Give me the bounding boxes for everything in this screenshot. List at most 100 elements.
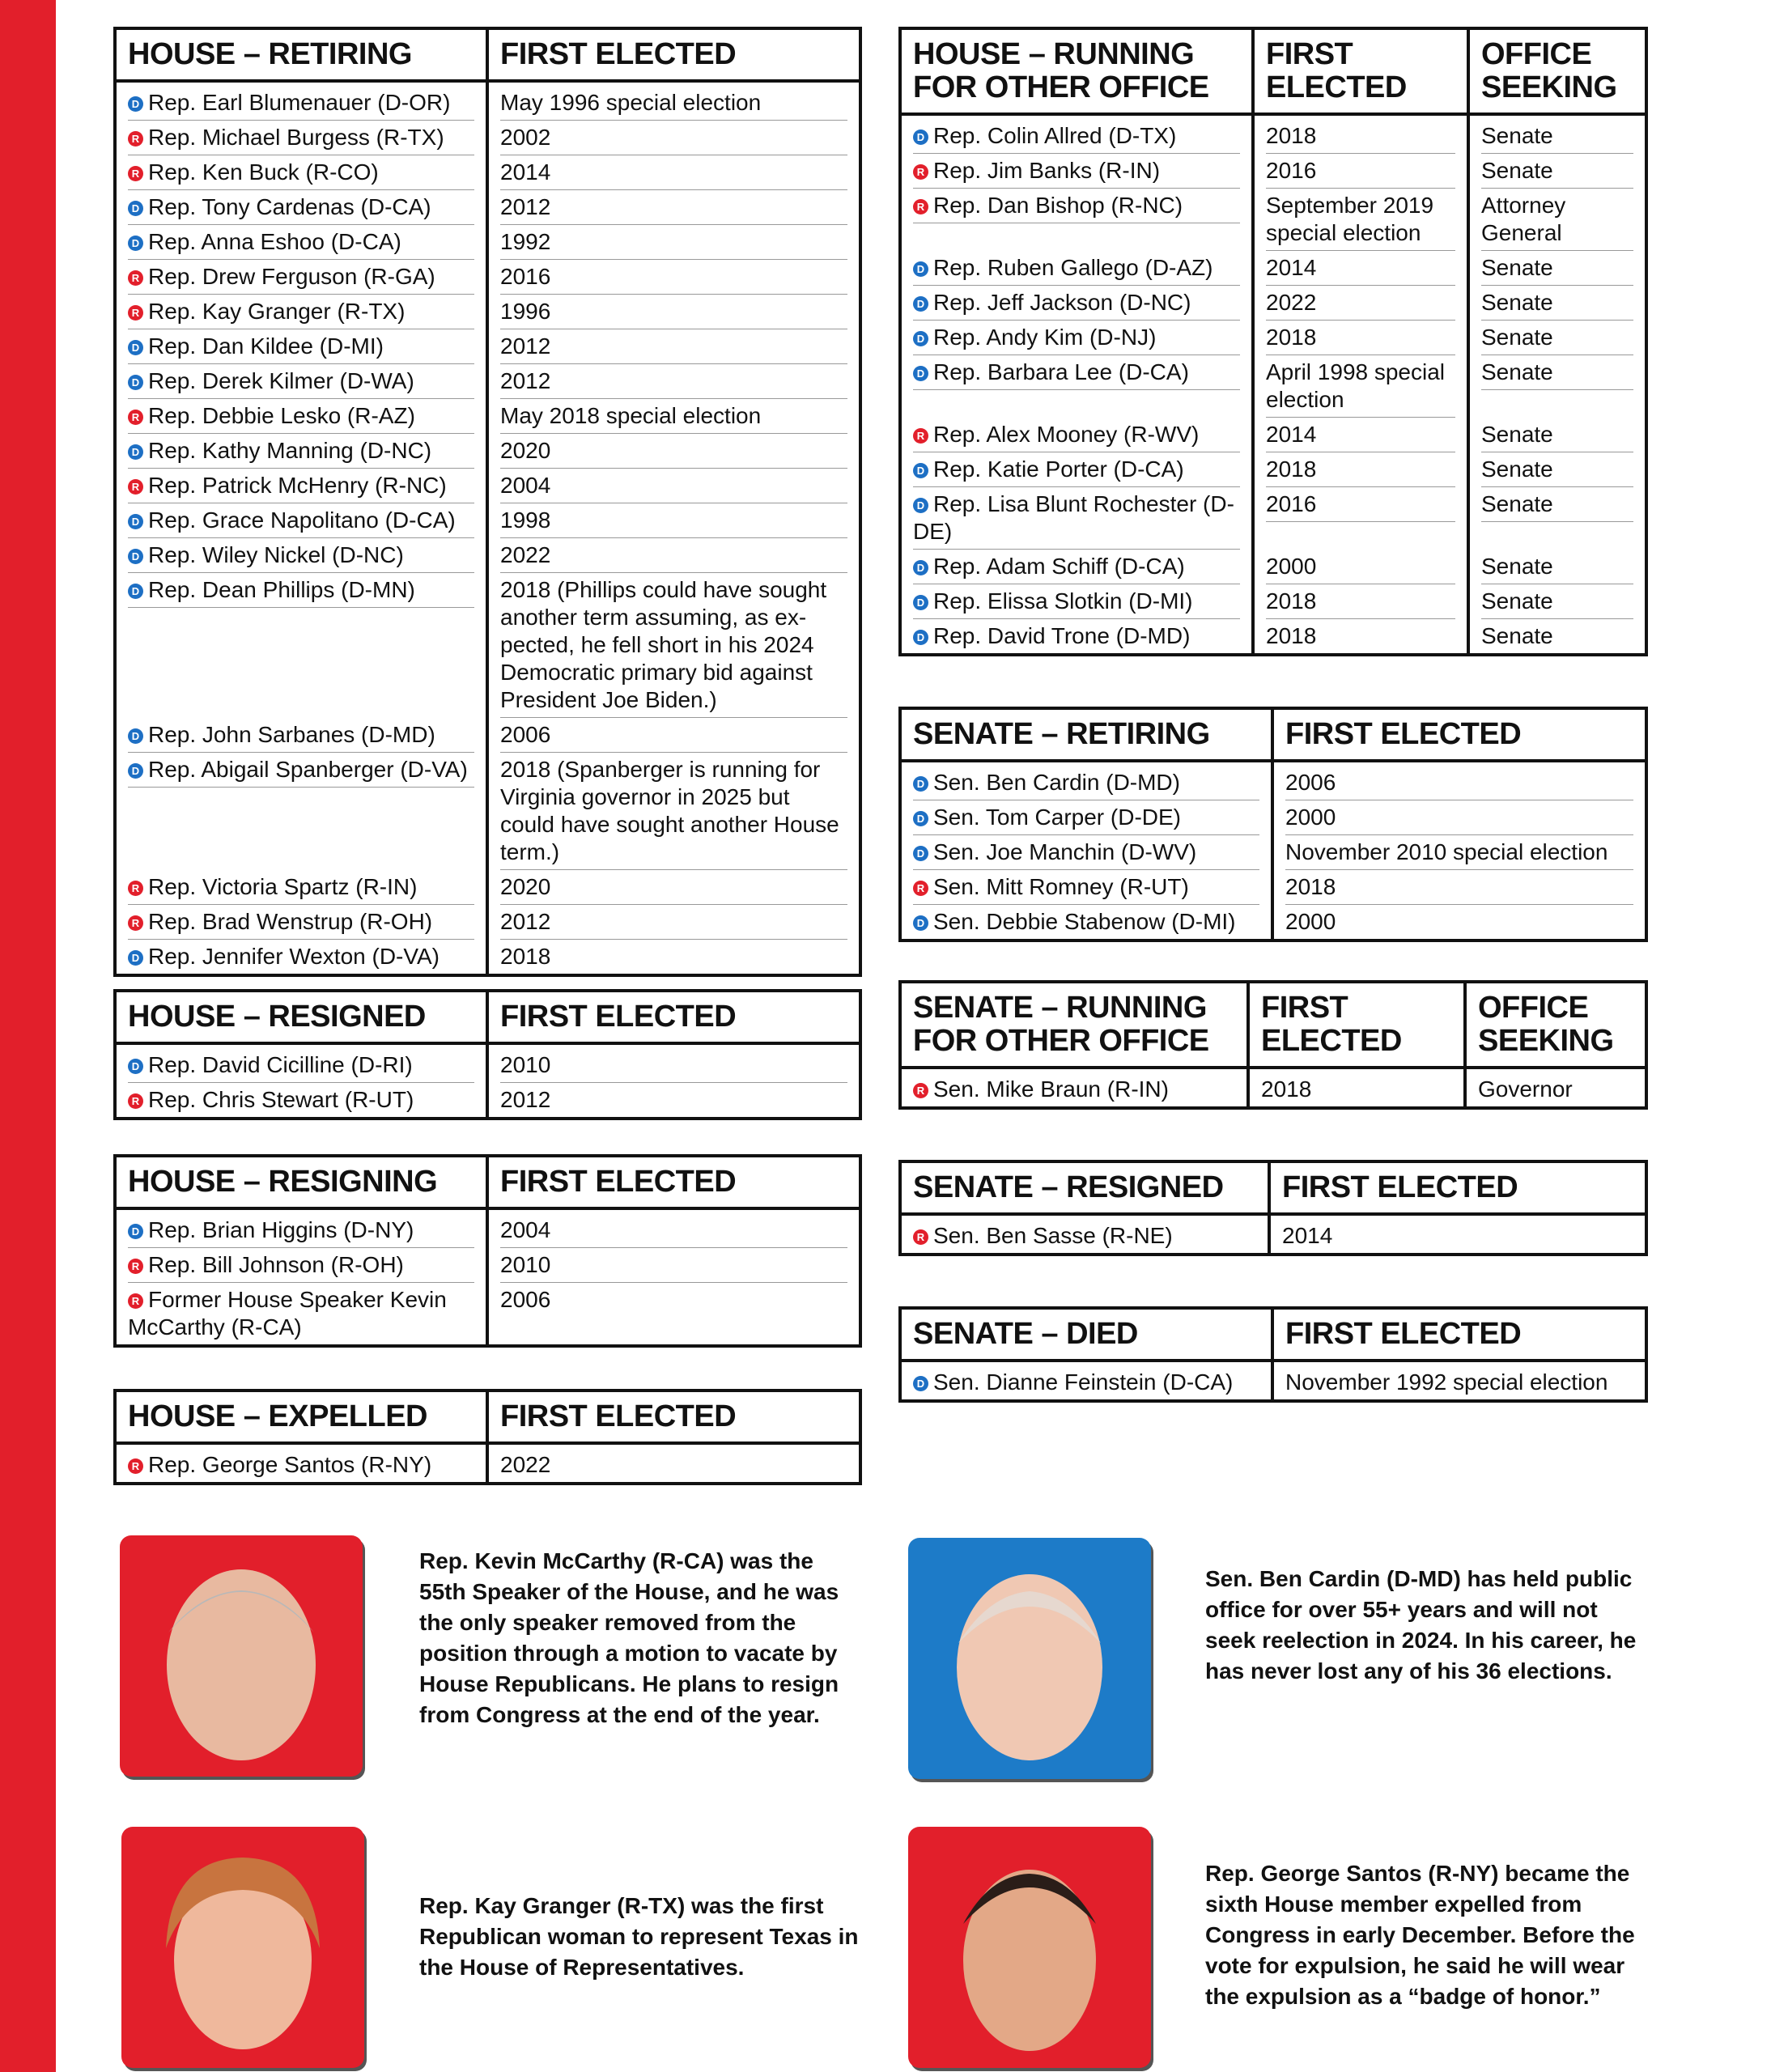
table-cell: D Rep. Kathy Manning (D-NC) bbox=[115, 434, 489, 469]
table-cell: Senate bbox=[1468, 550, 1646, 584]
member-name: Rep. Earl Blumenauer (D-OR) bbox=[148, 90, 451, 115]
party-badge: D bbox=[913, 811, 928, 826]
party-badge: D bbox=[128, 96, 143, 112]
table-cell: 2014 bbox=[1253, 418, 1470, 452]
column-header: OFFICE SEEKING bbox=[1465, 982, 1646, 1069]
member-name: Rep. John Sarbanes (D-MD) bbox=[148, 722, 435, 747]
table-cell: R Rep. Alex Mooney (R-WV) bbox=[900, 418, 1255, 452]
cell-text: 2018 bbox=[1266, 623, 1317, 648]
photo bbox=[121, 1827, 364, 2068]
cell-content: 2022 bbox=[1266, 286, 1455, 321]
table-row: R Rep. Michael Burgess (R-TX) 2002 bbox=[115, 121, 860, 155]
table-cell: 2010 bbox=[487, 1248, 860, 1283]
cell-content: September 2019 special election bbox=[1266, 189, 1455, 251]
table-row: D Rep. Jennifer Wexton (D-VA) 2018 bbox=[115, 940, 860, 975]
member-name: Rep. Jim Banks (R-IN) bbox=[933, 158, 1161, 183]
cell-content: 2012 bbox=[500, 190, 847, 225]
table-cell: D Rep. Elissa Slotkin (D-MI) bbox=[900, 584, 1255, 619]
member-name: Rep. Debbie Lesko (R-AZ) bbox=[148, 403, 415, 428]
cell-content: Senate bbox=[1481, 550, 1633, 584]
member-name: Rep. Dan Bishop (R-NC) bbox=[933, 193, 1183, 218]
cell-content: Senate bbox=[1481, 584, 1633, 619]
cell-text: 2012 bbox=[500, 333, 551, 359]
table-cell: D Sen. Joe Manchin (D-WV) bbox=[900, 835, 1274, 870]
table-cell: 2018 bbox=[1253, 584, 1470, 619]
party-badge: D bbox=[913, 261, 928, 277]
cell-content: Senate bbox=[1481, 355, 1633, 390]
cell-content: D Rep. Brian Higgins (D-NY) bbox=[128, 1213, 474, 1248]
table-row: D Sen. Dianne Feinstein (D-CA) November 19… bbox=[900, 1361, 1646, 1401]
party-badge: R bbox=[913, 1083, 928, 1098]
table-row: R Rep. Jim Banks (R-IN) 2016 Senate bbox=[900, 154, 1646, 189]
table-cell: 2006 bbox=[1272, 761, 1646, 800]
column-header: SENATE – RETIRING bbox=[900, 708, 1274, 762]
table-cell: May 2018 special election bbox=[487, 399, 860, 434]
cell-content: Senate bbox=[1481, 418, 1633, 452]
member-name: Rep. Michael Burgess (R-TX) bbox=[148, 125, 444, 150]
table-cell: Senate bbox=[1468, 452, 1646, 487]
cell-content: D Rep. Colin Allred (D-TX) bbox=[913, 119, 1240, 154]
cell-content: 2014 bbox=[1266, 251, 1455, 286]
table-cell: Senate bbox=[1468, 584, 1646, 619]
caption: Rep. George Santos (R-NY) became the six… bbox=[1205, 1861, 1635, 2009]
caption: Rep. Kay Granger (R-TX) was the first Re… bbox=[419, 1893, 859, 1980]
party-badge: R bbox=[128, 1293, 143, 1309]
table-cell: R Sen. Ben Sasse (R-NE) bbox=[900, 1214, 1271, 1255]
cell-content: 1998 bbox=[500, 503, 847, 538]
cell-content: D Rep. Tony Cardenas (D-CA) bbox=[128, 190, 474, 225]
member-name: Rep. Abigail Spanberger (D-VA) bbox=[148, 757, 468, 782]
member-name: Rep. Andy Kim (D-NJ) bbox=[933, 325, 1157, 350]
column-header: SENATE – RESIGNED bbox=[900, 1161, 1271, 1216]
cell-content: 2018 bbox=[1285, 870, 1633, 905]
cell-content: R Former House Speaker Kevin McCarthy (R-… bbox=[128, 1283, 474, 1344]
table-cell: 2018 bbox=[487, 940, 860, 975]
party-badge: R bbox=[913, 428, 928, 444]
cell-content: D Sen. Debbie Stabenow (D-MI) bbox=[913, 905, 1259, 939]
member-name: Rep. Kathy Manning (D-NC) bbox=[148, 438, 432, 463]
member-name: Rep. Colin Allred (D-TX) bbox=[933, 123, 1177, 148]
face bbox=[963, 1870, 1096, 2051]
cell-text: 2010 bbox=[500, 1252, 551, 1277]
party-badge: D bbox=[913, 846, 928, 861]
cell-text: 2002 bbox=[500, 125, 551, 150]
cell-text: 2010 bbox=[500, 1052, 551, 1077]
cell-content: R Rep. Michael Burgess (R-TX) bbox=[128, 121, 474, 155]
table-cell: April 1998 special election bbox=[1253, 355, 1470, 418]
cell-content: Senate bbox=[1481, 487, 1633, 522]
cell-content: D Rep. Barbara Lee (D-CA) bbox=[913, 355, 1240, 390]
table-cell: 2016 bbox=[1253, 487, 1470, 550]
member-name: Rep. Jeff Jackson (D-NC) bbox=[933, 290, 1191, 315]
table-row: D Rep. David Trone (D-MD) 2018 Senate bbox=[900, 619, 1646, 655]
table-cell: D Rep. David Cicilline (D-RI) bbox=[115, 1043, 489, 1083]
cell-content: Senate bbox=[1481, 119, 1633, 154]
cell-content: R Sen. Mike Braun (R-IN) bbox=[913, 1072, 1235, 1106]
cell-content: R Rep. Patrick McHenry (R-NC) bbox=[128, 469, 474, 503]
table-row: D Sen. Tom Carper (D-DE) 2000 bbox=[900, 800, 1646, 835]
cell-content: 2022 bbox=[500, 1448, 847, 1482]
cell-text: 2006 bbox=[500, 722, 551, 747]
cell-content: D Rep. Anna Eshoo (D-CA) bbox=[128, 225, 474, 260]
cell-text: 2012 bbox=[500, 909, 551, 934]
cell-content: 2018 bbox=[1266, 584, 1455, 619]
cell-content: R Rep. Dan Bishop (R-NC) bbox=[913, 189, 1240, 223]
party-badge: R bbox=[128, 270, 143, 286]
table-row: R Rep. Debbie Lesko (R-AZ) May 2018 specia… bbox=[115, 399, 860, 434]
cell-content: Senate bbox=[1481, 321, 1633, 355]
table-row: R Rep. Alex Mooney (R-WV) 2014 Senate bbox=[900, 418, 1646, 452]
cell-text: 2012 bbox=[500, 1087, 551, 1112]
table-cell: D Rep. Wiley Nickel (D-NC) bbox=[115, 538, 489, 573]
table-cell: R Rep. Victoria Spartz (R-IN) bbox=[115, 870, 489, 905]
party-badge: D bbox=[913, 463, 928, 478]
table-cell: 2014 bbox=[487, 155, 860, 190]
cell-content: 2016 bbox=[1266, 487, 1455, 522]
cell-content: 2000 bbox=[1266, 550, 1455, 584]
table-cell: D Sen. Dianne Feinstein (D-CA) bbox=[900, 1361, 1274, 1401]
table-cell: 2006 bbox=[487, 718, 860, 753]
member-name: Sen. Ben Sasse (R-NE) bbox=[933, 1223, 1173, 1248]
table: HOUSE – EXPELLED FIRST ELECTED R Rep. Georg… bbox=[113, 1389, 862, 1485]
cell-content: 2000 bbox=[1285, 905, 1633, 939]
party-badge: R bbox=[913, 199, 928, 214]
cell-content: R Sen. Ben Sasse (R-NE) bbox=[913, 1219, 1256, 1253]
cell-content: D Rep. Ruben Gallego (D-AZ) bbox=[913, 251, 1240, 286]
table-cell: D Rep. Abigail Spanberger (D-VA) bbox=[115, 753, 489, 870]
